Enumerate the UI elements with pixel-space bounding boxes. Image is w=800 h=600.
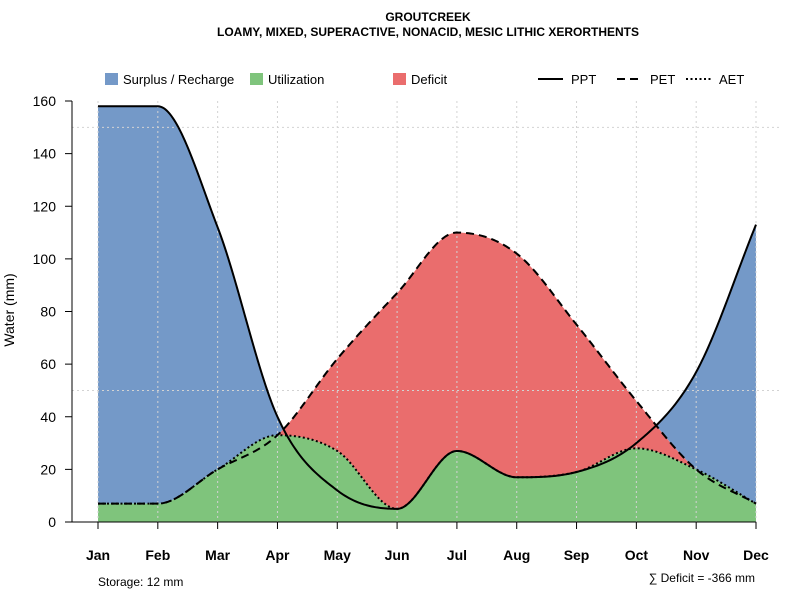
legend-label: PET [650,72,675,87]
x-tick-label: Aug [503,547,530,563]
chart-title: GROUTCREEK [385,10,471,24]
legend-label: Deficit [411,72,448,87]
legend-swatch [393,73,406,85]
legend-label: Utilization [268,72,324,87]
legend-label: Surplus / Recharge [123,72,234,87]
y-tick-label: 0 [48,514,56,530]
series-line-aet [98,434,757,510]
y-tick-label: 40 [40,409,56,425]
y-tick-label: 100 [33,251,57,267]
chart-subtitle: LOAMY, MIXED, SUPERACTIVE, NONACID, MESI… [217,25,639,39]
legend: Surplus / Recharge Utilization Deficit PPT P… [105,72,744,87]
legend-swatch [250,73,263,85]
x-tick-label: Dec [743,547,769,563]
x-tick-label: Feb [145,547,170,563]
x-tick-label: Jan [86,547,110,563]
utilization-area [98,435,756,522]
y-tick-label: 80 [40,304,56,320]
deficit-note: ∑ Deficit = -366 mm [649,571,755,585]
grid [72,101,782,522]
y-tick-label: 20 [40,461,56,477]
y-tick-label: 140 [33,146,57,162]
storage-note: Storage: 12 mm [98,575,183,589]
y-tick-label: 60 [40,356,56,372]
y-axis-label: Water (mm) [1,273,17,346]
series-line-ppt [98,105,757,510]
x-tick-label: Sep [564,547,590,563]
y-tick-label: 160 [33,93,57,109]
x-tick-label: Nov [683,547,710,563]
plot-areas [98,106,756,522]
x-tick-label: May [324,547,351,563]
legend-label: PPT [571,72,596,87]
x-tick-label: Mar [205,547,230,563]
x-tick-label: Jul [447,547,467,563]
y-ticks: 0 20 40 60 80 100 120 140 160 [33,93,72,530]
x-tick-label: Oct [625,547,649,563]
x-tick-label: Apr [265,547,290,563]
x-tick-label: Jun [385,547,410,563]
x-ticks: Jan Feb Mar Apr May Jun Jul Aug Sep Oct Nov Dec [86,522,769,563]
surplus-recharge-area [98,106,756,504]
series-lines [98,105,757,510]
y-tick-label: 120 [33,198,57,214]
legend-label: AET [719,72,744,87]
legend-swatch [105,73,118,85]
deficit-area [98,232,756,509]
